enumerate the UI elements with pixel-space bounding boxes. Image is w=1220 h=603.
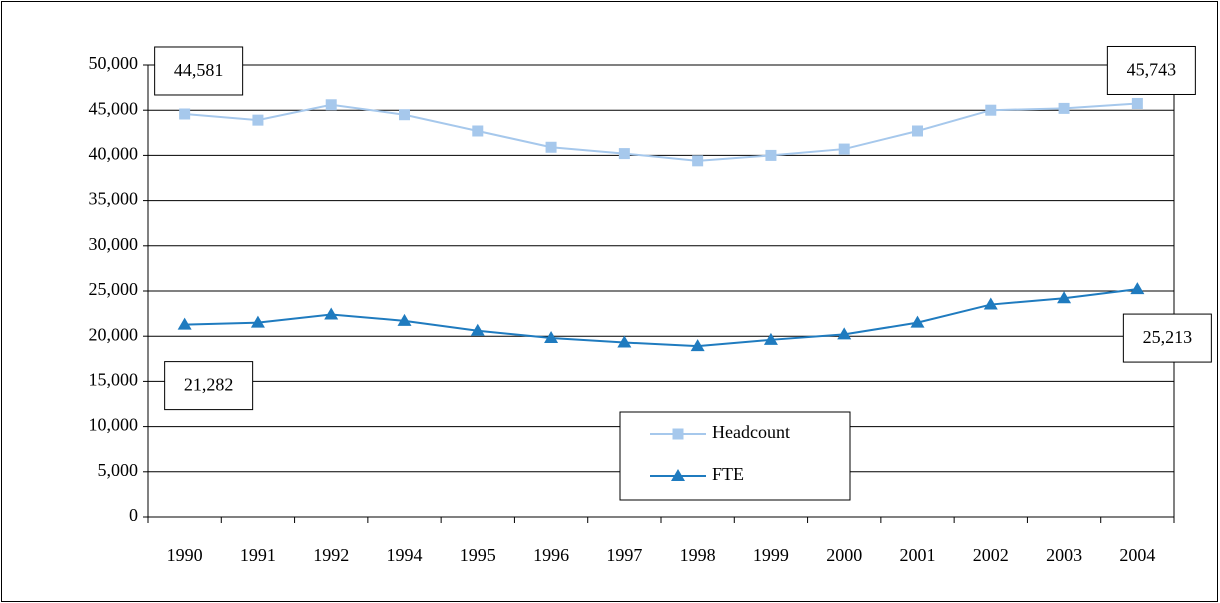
y-tick-label: 50,000 (89, 53, 139, 73)
series-line (184, 288, 1138, 348)
marker (1058, 102, 1070, 114)
y-tick-label: 5,000 (98, 460, 139, 480)
marker (1130, 282, 1145, 295)
marker (765, 149, 777, 161)
marker (324, 307, 339, 320)
y-tick-label: 10,000 (89, 415, 139, 435)
marker (983, 297, 998, 310)
data-label-box (154, 46, 244, 96)
y-tick-label: 30,000 (89, 234, 139, 254)
data-label-box (1106, 45, 1196, 95)
x-tick-label: 1992 (313, 545, 349, 565)
marker (325, 99, 337, 111)
marker (618, 148, 630, 160)
x-tick-label: 1994 (387, 545, 423, 565)
legend-label: Headcount (712, 422, 790, 442)
marker (545, 141, 557, 153)
y-tick-label: 35,000 (89, 189, 139, 209)
legend: Headcount FTE (619, 411, 851, 501)
x-tick-label: 2002 (973, 545, 1009, 565)
marker (177, 317, 192, 330)
x-tick-label: 1999 (753, 545, 789, 565)
series-line (184, 102, 1138, 162)
marker (763, 332, 778, 345)
data-label: 21,282 (184, 375, 234, 395)
x-tick-label: 2000 (826, 545, 862, 565)
x-tick-label: 1998 (680, 545, 716, 565)
marker (250, 315, 265, 328)
x-tick-label: 1996 (533, 545, 569, 565)
marker (910, 315, 925, 328)
y-tick-label: 25,000 (89, 279, 139, 299)
x-tick-label: 2004 (1119, 545, 1155, 565)
marker (472, 125, 484, 137)
marker (470, 323, 485, 336)
marker (399, 109, 410, 121)
marker (985, 104, 997, 116)
y-tick-label: 45,000 (89, 98, 139, 118)
data-label: 45,743 (1127, 60, 1177, 80)
marker (692, 155, 704, 167)
marker (672, 428, 684, 440)
marker (1131, 97, 1143, 109)
x-tick-label: 1990 (167, 545, 203, 565)
data-label: 25,213 (1143, 327, 1193, 347)
marker (671, 469, 685, 481)
x-tick-label: 2001 (900, 545, 936, 565)
marker (690, 339, 705, 352)
marker (397, 313, 412, 326)
legend-label: FTE (712, 464, 744, 484)
x-tick-label: 1991 (240, 545, 276, 565)
legend-box (619, 411, 851, 501)
x-tick-label: 1995 (460, 545, 496, 565)
data-label-box (164, 361, 254, 411)
x-tick-label: 1997 (606, 545, 642, 565)
y-tick-label: 0 (129, 505, 138, 525)
marker (837, 327, 852, 340)
marker (179, 108, 191, 120)
marker (252, 114, 264, 126)
marker (912, 125, 923, 137)
marker (544, 331, 559, 344)
marker (1057, 291, 1072, 304)
y-tick-label: 15,000 (89, 370, 139, 390)
data-label: 44,581 (174, 60, 224, 80)
y-tick-label: 20,000 (89, 324, 139, 344)
data-label-box (1122, 313, 1212, 363)
y-tick-label: 40,000 (89, 144, 139, 164)
marker (617, 335, 632, 348)
x-tick-label: 2003 (1046, 545, 1082, 565)
marker (838, 143, 850, 155)
